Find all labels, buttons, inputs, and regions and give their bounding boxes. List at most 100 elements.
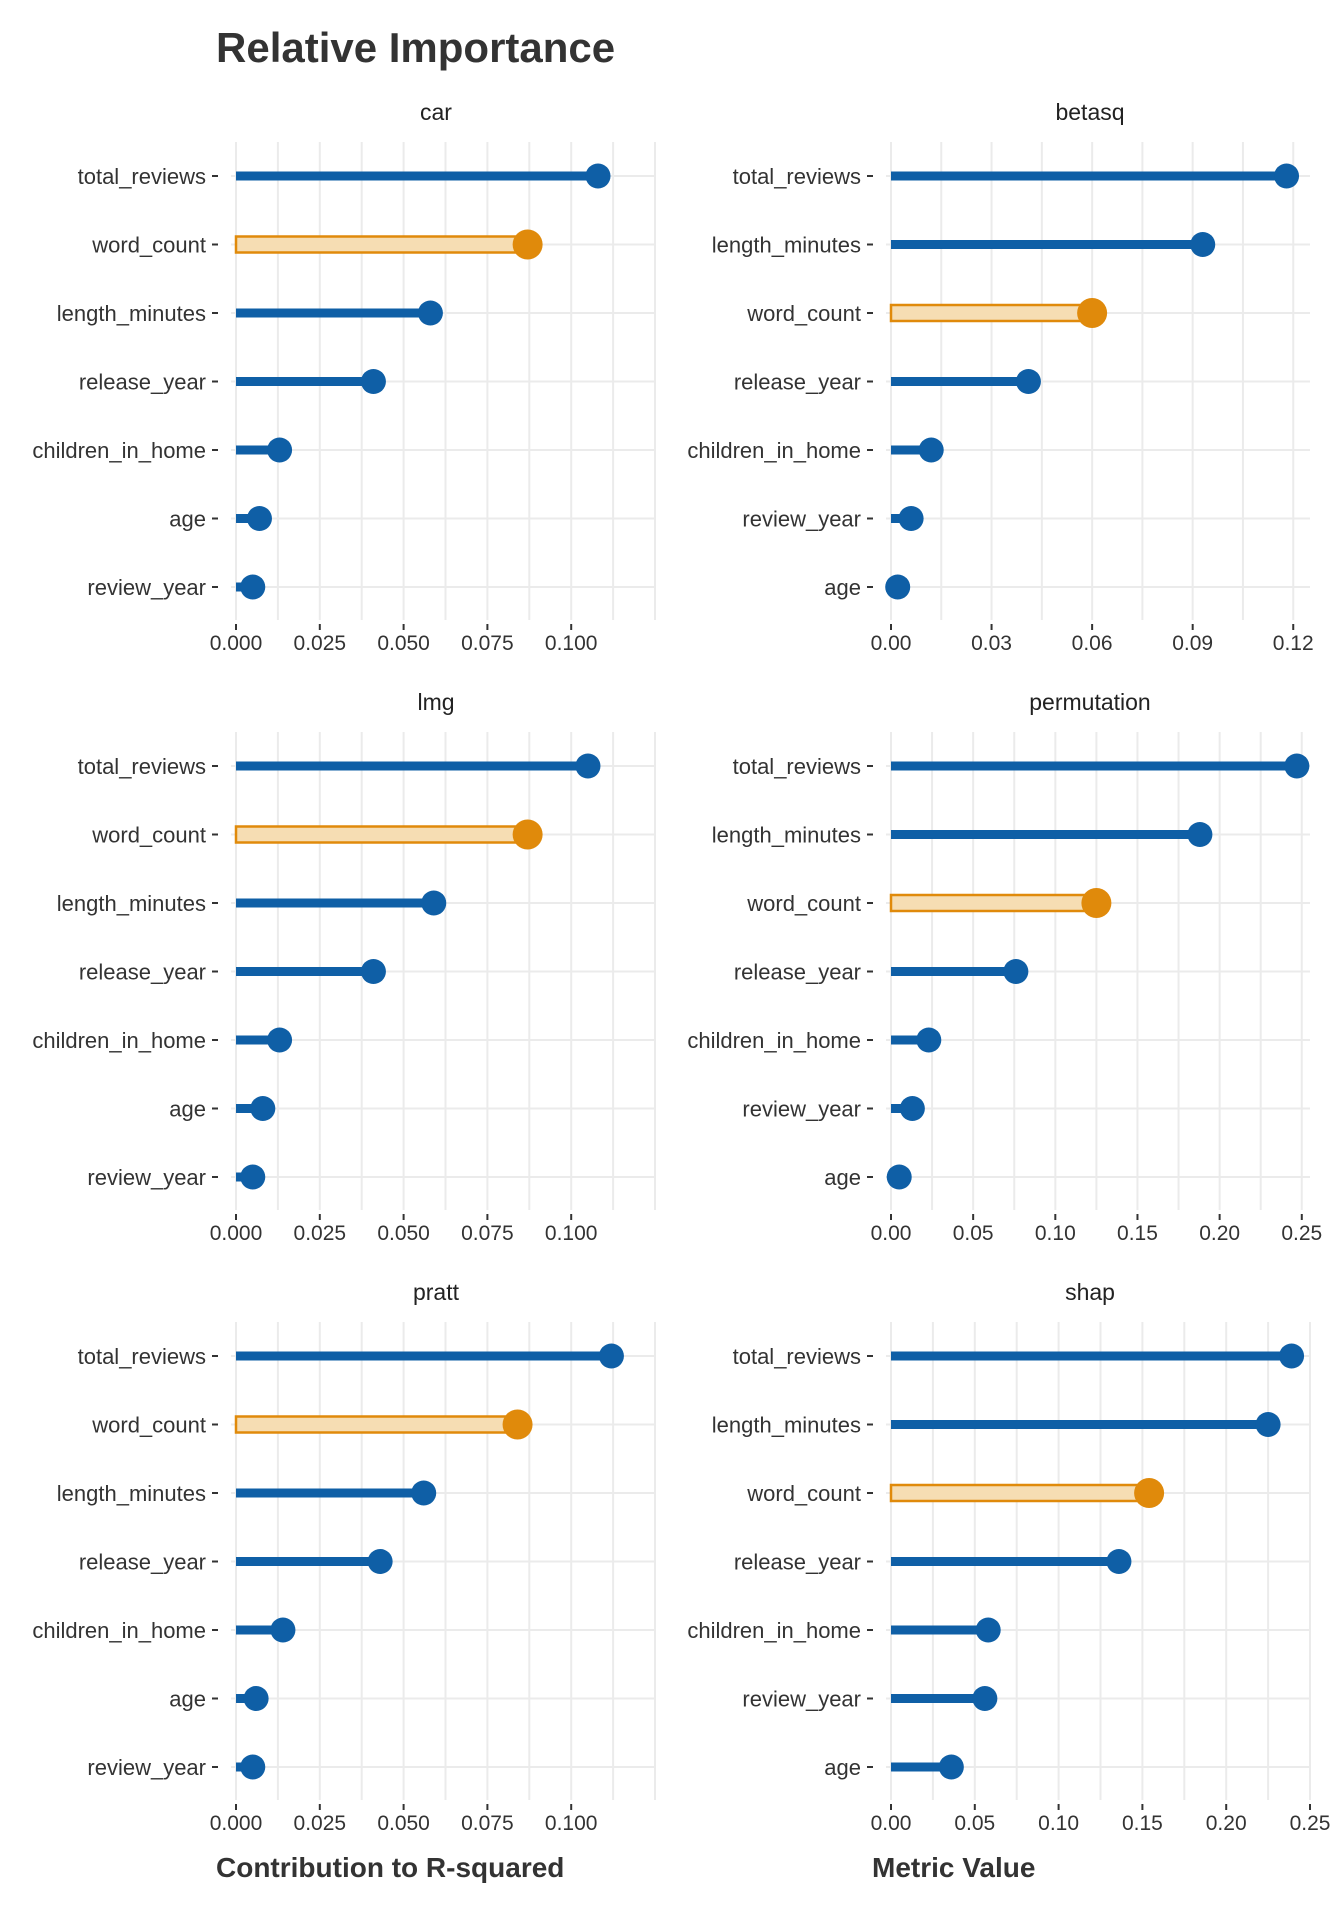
x-tick-label: 0.025 <box>294 1222 347 1245</box>
lollipop-point <box>975 1617 1001 1643</box>
panel-permutation: permutation total_reviews length_minuteswo… <box>687 689 1322 1245</box>
y-tick-label: release_year <box>734 1550 861 1575</box>
y-tick-label: children_in_home <box>687 438 861 463</box>
panels: car total_reviews word_count length_minutes… <box>32 99 1330 1835</box>
y-tick-label: children_in_home <box>687 1028 861 1053</box>
lollipop-point <box>267 1027 293 1053</box>
x-tick-label: 0.050 <box>377 1812 430 1835</box>
highlight-bar <box>889 1483 1151 1503</box>
panel-title: permutation <box>1029 689 1150 715</box>
x-tick-label: 0.09 <box>1172 632 1213 655</box>
highlight-point <box>502 1409 533 1440</box>
lollipop-point <box>938 1754 964 1780</box>
lollipop-point <box>886 1164 912 1190</box>
x-tick-label: 0.05 <box>954 1812 995 1835</box>
y-tick-label: children_in_home <box>32 438 206 463</box>
panel-car: car total_reviews word_count length_minutes… <box>32 99 656 655</box>
lollipop-point <box>1015 369 1041 394</box>
y-tick-label: review_year <box>87 1165 206 1190</box>
x-tick-label: 0.05 <box>953 1222 994 1245</box>
lollipop-point <box>899 1096 925 1121</box>
x-tick-label: 0.075 <box>461 1812 514 1835</box>
y-tick-label: length_minutes <box>712 1413 861 1438</box>
y-tick-label: word_count <box>746 301 861 326</box>
lollipop-point <box>417 300 443 326</box>
panel-shap: shap total_reviews length_minutes word_coun… <box>687 1279 1330 1835</box>
lollipop-point <box>1279 1343 1305 1369</box>
lollipop-point <box>1187 822 1213 847</box>
panel-title: car <box>420 99 452 125</box>
y-tick-label: word_count <box>746 1481 861 1506</box>
lollipop-point <box>421 890 447 916</box>
lollipop-point <box>916 1027 942 1053</box>
y-tick-label: length_minutes <box>57 301 206 326</box>
x-tick-label: 0.050 <box>377 1222 430 1245</box>
y-tick-label: review_year <box>742 1687 861 1712</box>
lollipop-point <box>575 753 601 779</box>
lollipop-point <box>885 574 911 600</box>
y-tick-label: review_year <box>87 1755 206 1780</box>
y-tick-label: release_year <box>79 960 206 985</box>
x-tick-label: 0.100 <box>545 632 598 655</box>
x-tick-label: 0.25 <box>1281 1222 1322 1245</box>
x-tick-label: 0.100 <box>545 1222 598 1245</box>
y-tick-label: age <box>169 1687 206 1712</box>
lollipop-point <box>360 959 386 984</box>
x-axis-label-right: Metric Value <box>872 1852 1035 1883</box>
highlight-bar <box>889 893 1098 913</box>
y-tick-label: release_year <box>734 370 861 395</box>
y-tick-label: release_year <box>79 370 206 395</box>
lollipop-point <box>267 437 293 463</box>
x-tick-label: 0.075 <box>461 632 514 655</box>
lollipop-point <box>898 506 924 531</box>
y-tick-label: length_minutes <box>57 1481 206 1506</box>
lollipop-point <box>1003 959 1029 984</box>
x-axis-label-left: Contribution to R-squared <box>216 1852 564 1883</box>
x-tick-label: 0.000 <box>210 632 263 655</box>
x-tick-label: 0.20 <box>1206 1812 1247 1835</box>
x-tick-label: 0.20 <box>1199 1222 1240 1245</box>
panel-title: betasq <box>1055 99 1124 125</box>
panel-title: lmg <box>417 689 454 715</box>
x-tick-label: 0.10 <box>1038 1812 1079 1835</box>
x-tick-label: 0.25 <box>1290 1812 1331 1835</box>
y-tick-label: release_year <box>79 1550 206 1575</box>
x-tick-label: 0.075 <box>461 1222 514 1245</box>
x-tick-label: 0.050 <box>377 632 430 655</box>
y-tick-label: word_count <box>746 891 861 916</box>
y-tick-label: release_year <box>734 960 861 985</box>
y-tick-label: word_count <box>91 1413 206 1438</box>
x-tick-label: 0.00 <box>871 1812 912 1835</box>
x-tick-label: 0.06 <box>1072 632 1113 655</box>
highlight-point <box>512 819 543 850</box>
y-tick-label: total_reviews <box>733 1344 861 1369</box>
lollipop-point <box>246 506 272 531</box>
y-tick-label: age <box>824 1165 861 1190</box>
y-tick-label: age <box>169 507 206 532</box>
y-tick-label: total_reviews <box>733 164 861 189</box>
lollipop-point <box>270 1617 296 1643</box>
y-tick-label: review_year <box>742 507 861 532</box>
highlight-point <box>1081 888 1112 918</box>
y-tick-label: length_minutes <box>57 891 206 916</box>
lollipop-point <box>1106 1549 1132 1574</box>
x-tick-label: 0.000 <box>210 1812 263 1835</box>
lollipop-point <box>360 369 386 394</box>
lollipop-point <box>411 1480 437 1506</box>
y-tick-label: word_count <box>91 233 206 258</box>
figure-title: Relative Importance <box>216 24 615 71</box>
highlight-bar <box>234 825 529 844</box>
y-tick-label: review_year <box>742 1097 861 1122</box>
x-tick-label: 0.000 <box>210 1222 263 1245</box>
x-tick-label: 0.100 <box>545 1812 598 1835</box>
lollipop-point <box>1274 163 1300 189</box>
lollipop-point <box>972 1686 998 1711</box>
x-tick-label: 0.15 <box>1122 1812 1163 1835</box>
highlight-bar <box>234 1415 519 1434</box>
y-tick-label: children_in_home <box>32 1028 206 1053</box>
x-tick-label: 0.025 <box>294 1812 347 1835</box>
y-tick-label: children_in_home <box>32 1618 206 1643</box>
x-tick-label: 0.12 <box>1273 632 1314 655</box>
y-tick-label: total_reviews <box>78 754 206 779</box>
